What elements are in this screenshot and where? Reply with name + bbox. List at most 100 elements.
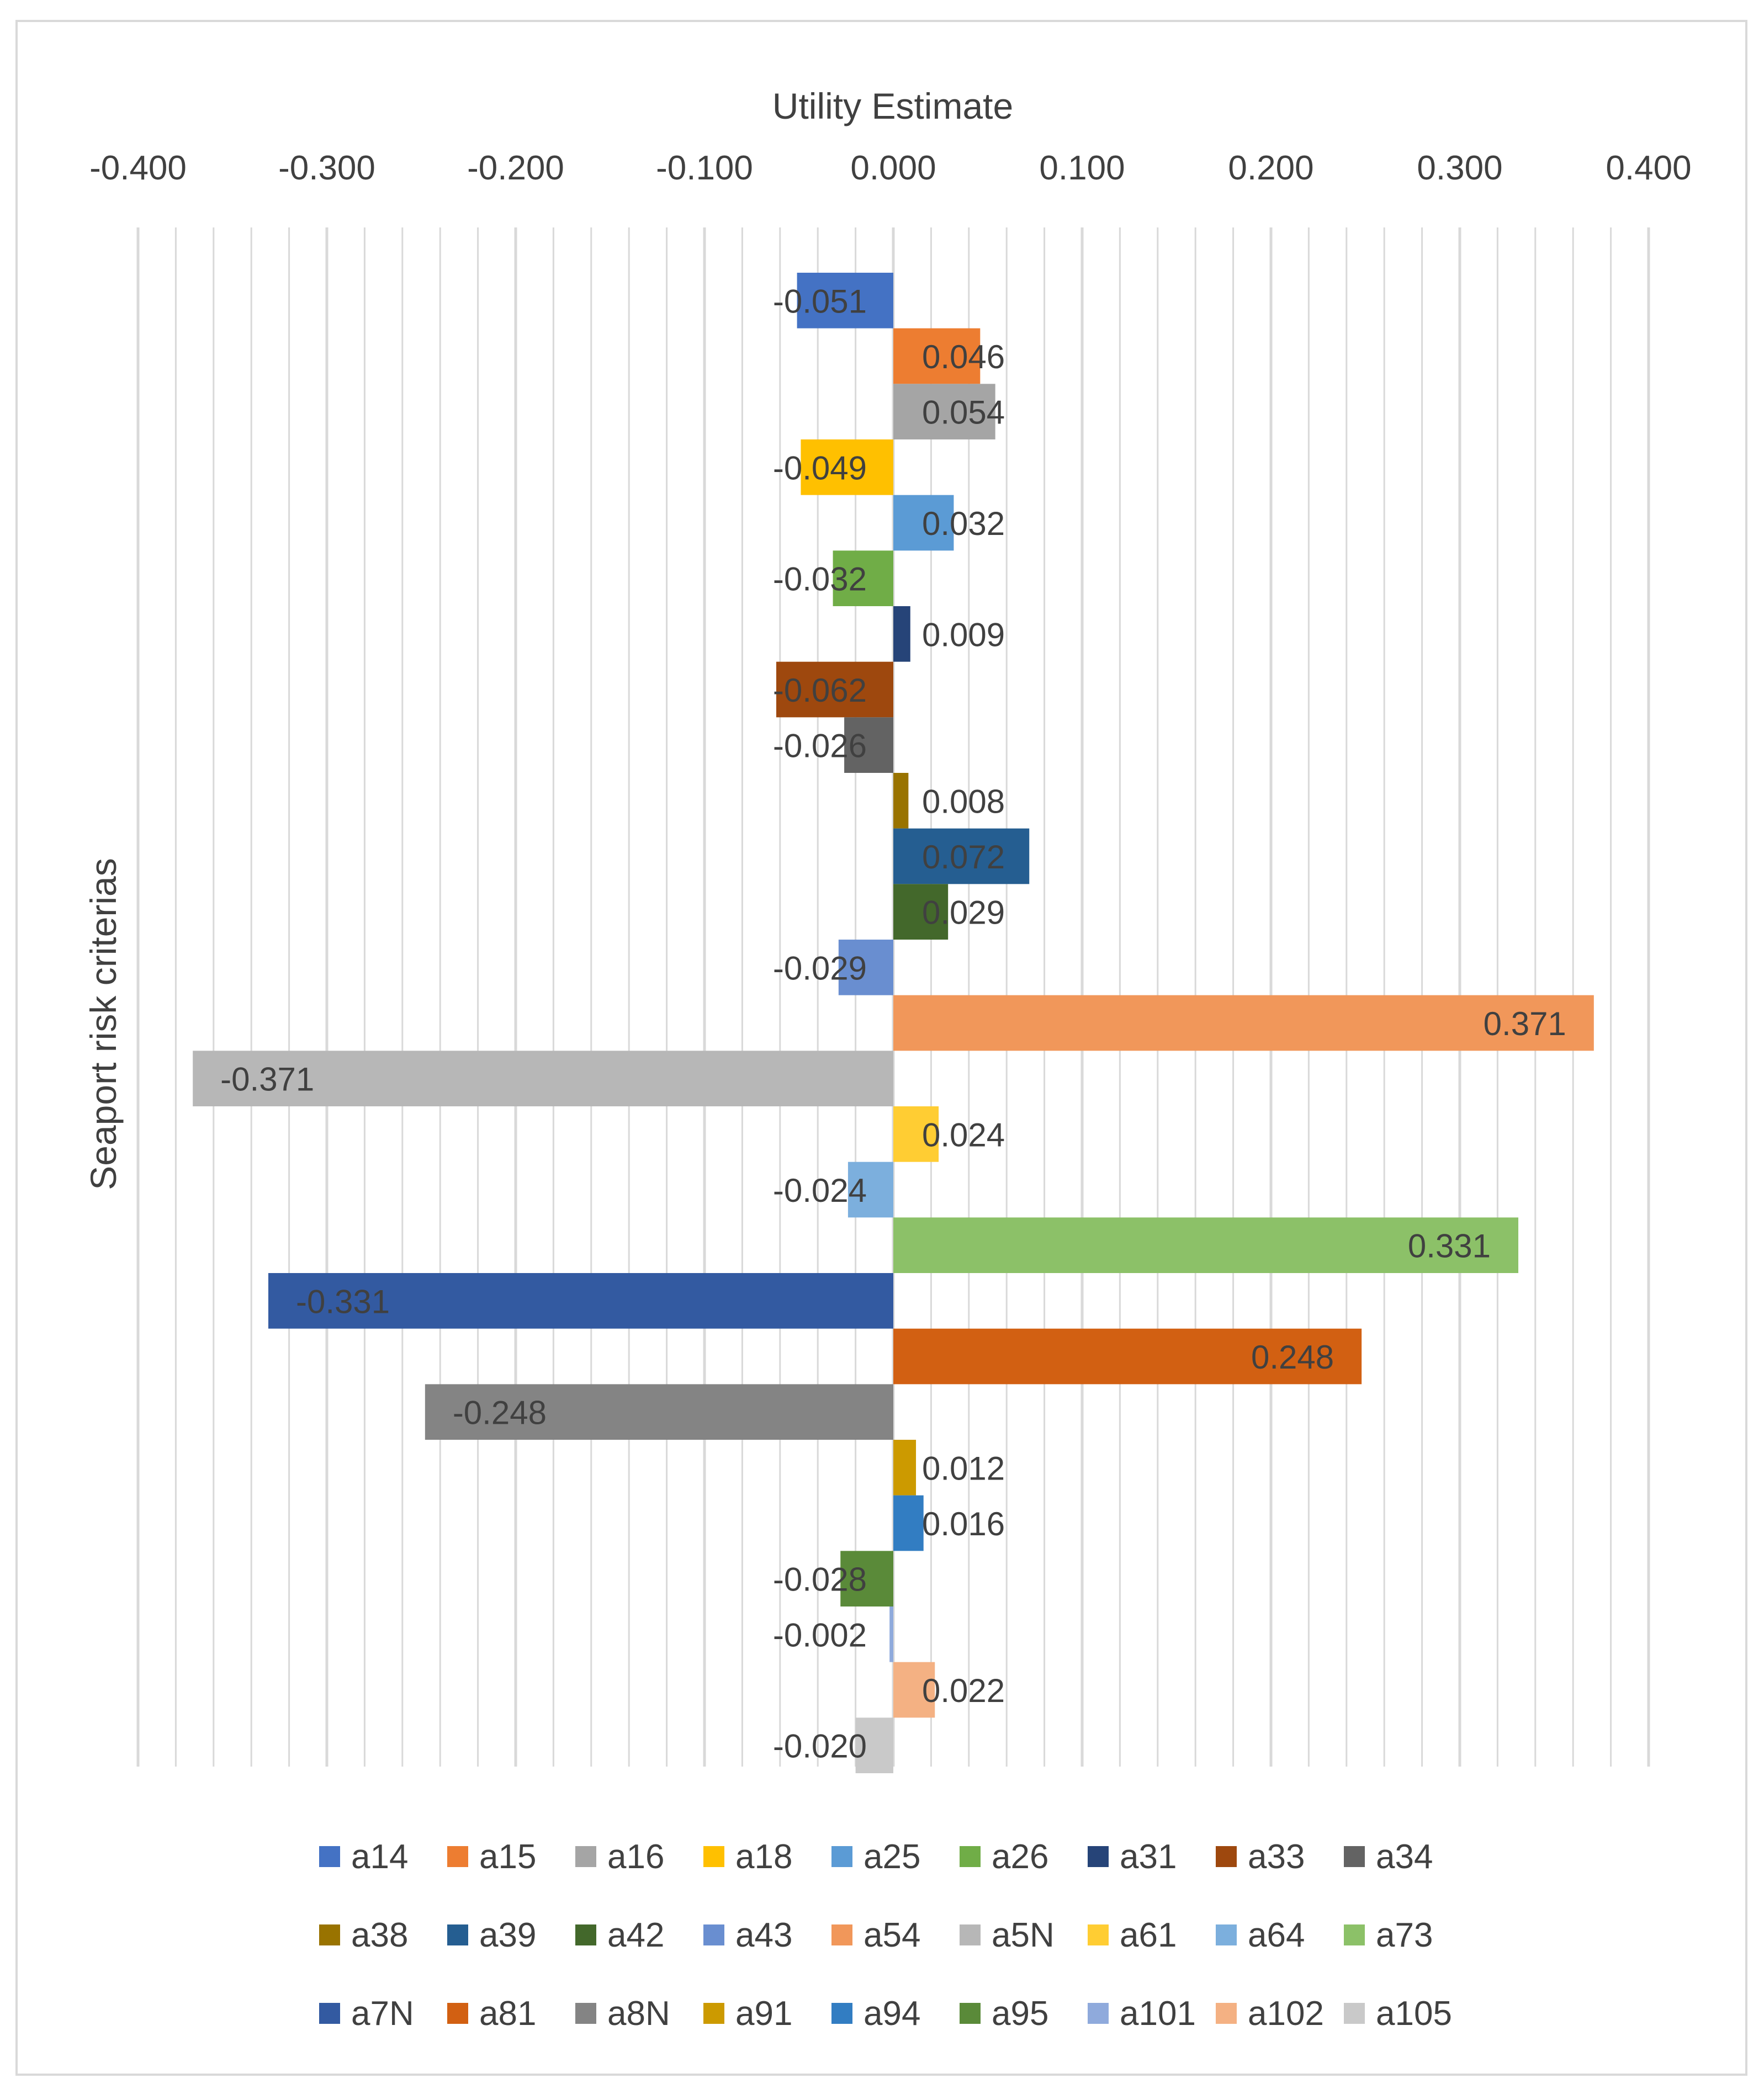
legend-swatch-a38 — [319, 1924, 340, 1945]
legend-swatch-a64 — [1216, 1924, 1237, 1945]
data-label-a81: 0.248 — [1251, 1339, 1334, 1376]
legend-swatch-a73 — [1344, 1924, 1365, 1945]
legend-label-a39: a39 — [479, 1916, 536, 1954]
legend-label-a91: a91 — [735, 1995, 792, 2033]
data-label-a16: 0.054 — [922, 394, 1005, 431]
y-axis-title: Seaport risk criterias — [83, 858, 124, 1190]
legend-swatch-a31 — [1088, 1846, 1109, 1867]
legend-label-a105: a105 — [1376, 1995, 1452, 2033]
bar-a91 — [893, 1440, 917, 1496]
legend-swatch-a102 — [1216, 2003, 1237, 2024]
data-label-a94: 0.016 — [922, 1505, 1005, 1542]
data-label-a7N: -0.331 — [296, 1283, 390, 1320]
x-axis-ticks: -0.400 -0.300 -0.200 -0.100 0.000 0.100 0.200 0… — [89, 149, 1691, 187]
bar-a102 — [893, 1662, 935, 1718]
x-tick-label: -0.100 — [656, 149, 753, 187]
data-label-a105: -0.020 — [773, 1728, 867, 1765]
data-label-a34: -0.026 — [773, 728, 867, 765]
legend-swatch-a26 — [960, 1846, 981, 1867]
bar-a42 — [893, 884, 949, 940]
bar-a14 — [797, 273, 893, 328]
x-tick-label: 0.400 — [1606, 149, 1691, 187]
bar-a16 — [893, 384, 995, 439]
legend-swatch-a54 — [831, 1924, 852, 1945]
data-label-a42: 0.029 — [922, 894, 1005, 931]
data-label-a31: 0.009 — [922, 616, 1005, 653]
x-axis-title: Utility Estimate — [772, 86, 1013, 126]
legend-label-a38: a38 — [351, 1916, 408, 1954]
legend-label-a34: a34 — [1376, 1838, 1433, 1876]
legend-label-a102: a102 — [1248, 1995, 1324, 2033]
bar-a95 — [840, 1551, 893, 1606]
bar-a8N — [425, 1384, 893, 1440]
legend-swatch-a18 — [703, 1846, 724, 1867]
data-label-a25: 0.032 — [922, 505, 1005, 542]
x-tick-label: 0.100 — [1039, 149, 1125, 187]
legend-label-a42: a42 — [607, 1916, 664, 1954]
legend-swatch-a16 — [575, 1846, 596, 1867]
data-label-a43: -0.029 — [773, 950, 867, 987]
legend-label-a61: a61 — [1120, 1916, 1177, 1954]
bar-a38 — [893, 773, 909, 829]
legend-swatch-a8N — [575, 2003, 596, 2024]
bars — [193, 273, 1594, 1773]
x-tick-label: 0.300 — [1417, 149, 1502, 187]
bar-a5N — [193, 1051, 894, 1106]
bar-a64 — [847, 1162, 893, 1218]
bar-a81 — [893, 1328, 1362, 1385]
data-label-a18: -0.049 — [773, 449, 867, 486]
bar-a43 — [838, 940, 893, 995]
legend: a14 a15 a16 a18 a25 a26 a31 a33 a34 a38 a39 a42 a43 a… — [319, 1838, 1452, 2033]
legend-label-a8N: a8N — [607, 1995, 670, 2033]
bar-a26 — [833, 550, 893, 606]
legend-swatch-a39 — [447, 1924, 468, 1945]
legend-label-a101: a101 — [1120, 1995, 1196, 2033]
data-label-a33: -0.062 — [773, 672, 867, 709]
bar-a34 — [844, 717, 893, 773]
data-label-a91: 0.012 — [922, 1450, 1005, 1487]
x-tick-label: 0.200 — [1228, 149, 1313, 187]
data-label-a14: -0.051 — [773, 283, 867, 320]
legend-swatch-a7N — [319, 2003, 340, 2024]
bar-a33 — [776, 661, 893, 718]
bar-a94 — [893, 1495, 924, 1551]
bar-a18 — [801, 439, 893, 495]
legend-label-a26: a26 — [992, 1838, 1048, 1876]
data-label-a61: 0.024 — [922, 1116, 1005, 1153]
legend-label-a31: a31 — [1120, 1838, 1177, 1876]
legend-swatch-a33 — [1216, 1846, 1237, 1867]
legend-swatch-a91 — [703, 2003, 724, 2024]
data-label-a39: 0.072 — [922, 839, 1005, 876]
legend-swatch-a34 — [1344, 1846, 1365, 1867]
legend-label-a14: a14 — [351, 1838, 408, 1876]
data-label-a101: -0.002 — [773, 1616, 867, 1653]
data-label-a15: 0.046 — [922, 338, 1005, 375]
bar-a7N — [268, 1273, 894, 1329]
data-label-a8N: -0.248 — [453, 1395, 547, 1431]
data-label-a38: 0.008 — [922, 783, 1005, 820]
data-label-a102: 0.022 — [922, 1672, 1005, 1709]
bar-a15 — [893, 328, 981, 384]
legend-label-a7N: a7N — [351, 1995, 414, 2033]
data-label-a26: -0.032 — [773, 561, 867, 598]
legend-label-a15: a15 — [479, 1838, 536, 1876]
legend-label-a81: a81 — [479, 1995, 536, 2033]
bar-a54 — [893, 995, 1594, 1051]
data-label-a5N: -0.371 — [220, 1061, 314, 1098]
legend-swatch-a94 — [831, 2003, 852, 2024]
legend-swatch-a43 — [703, 1924, 724, 1945]
legend-swatch-a14 — [319, 1846, 340, 1867]
legend-swatch-a61 — [1088, 1924, 1109, 1945]
legend-swatch-a81 — [447, 2003, 468, 2024]
bar-a105 — [855, 1717, 893, 1773]
data-labels: -0.051 0.046 0.054 -0.049 0.032 -0.032 0.009 -0… — [220, 283, 1566, 1764]
legend-label-a25: a25 — [864, 1838, 920, 1876]
x-tick-label: -0.200 — [467, 149, 564, 187]
bar-a73 — [893, 1217, 1519, 1273]
legend-swatch-a95 — [960, 2003, 981, 2024]
data-label-a95: -0.028 — [773, 1561, 867, 1598]
legend-label-a33: a33 — [1248, 1838, 1305, 1876]
legend-swatch-a25 — [831, 1846, 852, 1867]
legend-label-a64: a64 — [1248, 1916, 1305, 1954]
